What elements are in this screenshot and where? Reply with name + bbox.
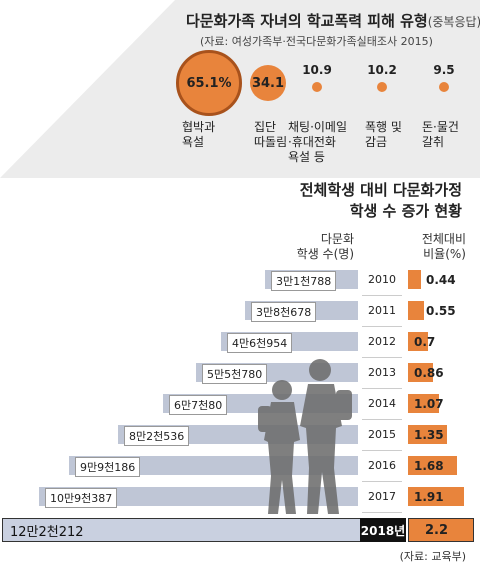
year-separator [362,326,402,327]
bubble-1-value: 65.1% [186,75,232,91]
ratio-2018: 2.2 [408,518,474,542]
ratio-label-2012: 0.7 [414,335,436,349]
ratio-bar-2017 [408,487,464,506]
year-separator [362,419,402,420]
bar-2018 [2,518,362,542]
year-2017: 2017 [368,490,396,503]
bubble-5-label: 돈·물건 갈취 [422,120,459,149]
ratio-label-2013: 0.86 [414,366,444,380]
bar-2018-label: 12만2천212 [10,525,84,540]
students-silhouette-icon [258,359,352,514]
bar-label-2016: 9만9천186 [75,457,141,477]
year-2010: 2010 [368,273,396,286]
top-chart-title: 다문화가족 자녀의 학교폭력 피해 유형(중복응답) [186,12,480,30]
right-column-header: 전체대비 비율(%) [421,232,466,261]
year-separator [362,512,402,513]
bubble-3-value: 10.9 [302,63,332,77]
ratio-label-2010: 0.44 [426,273,456,287]
ratio-bar-2015 [408,425,447,444]
year-separator [362,388,402,389]
bubble-2: 34.1 [250,65,286,101]
ratio-bar-2013 [408,363,433,382]
ratio-bar-2011 [408,301,424,320]
bubble-4-label: 폭행 및 감금 [365,120,402,149]
top-chart-source: (자료: 여성가족부·전국다문화가족실태조사 2015) [200,35,433,48]
bubble-1-label: 협박과 욕설 [182,120,216,149]
bar-label-2017: 10만9천387 [45,488,118,508]
bar-label-2010: 3만1천788 [271,271,337,291]
bubble-5-value: 9.5 [433,63,455,77]
ratio-label-2017: 1.91 [414,490,444,504]
year-2015: 2015 [368,428,396,441]
bubble-2-label: 집단 따돌림 [254,120,288,149]
year-2016: 2016 [368,459,396,472]
bubble-4 [377,82,387,92]
bubble-3 [312,82,322,92]
final-row-2018: 12만2천212 2018년 2.2 [0,518,480,542]
left-column-header: 다문화 학생 수(명) [296,232,354,261]
year-separator [362,450,402,451]
year-separator [362,357,402,358]
bubble-1: 65.1% [176,50,242,116]
ratio-label-2015: 1.35 [414,428,444,442]
diagonal-divider [0,0,480,230]
year-separator [362,481,402,482]
year-separator [362,295,402,296]
ratio-label-2016: 1.68 [414,459,444,473]
bar-label-2015: 8만2천536 [124,426,190,446]
bubble-3-label: 채팅·이메일 ·휴대전화 욕설 등 [288,120,348,164]
ratio-bar-2016 [408,456,457,475]
year-2012: 2012 [368,335,396,348]
bar-label-2014: 6만7천80 [169,395,228,415]
bar-label-2012: 4만6천954 [227,333,293,353]
bubble-2-value: 34.1 [251,75,285,91]
bottom-chart-source: (자료: 교육부) [399,550,466,563]
year-2011: 2011 [368,304,396,317]
bar-label-2011: 3만8천678 [251,302,317,322]
ratio-bar-2014 [408,394,439,413]
year-2014: 2014 [368,397,396,410]
bar-label-2013: 5만5천780 [202,364,268,384]
ratio-label-2011: 0.55 [426,304,456,318]
ratio-bar-2010 [408,270,421,289]
year-2018: 2018년 [360,518,406,542]
ratio-bar-2012 [408,332,428,351]
bubble-4-value: 10.2 [367,63,397,77]
bottom-chart-title: 전체학생 대비 다문화가정 학생 수 증가 현황 [299,181,462,220]
ratio-label-2014: 1.07 [414,397,444,411]
year-2013: 2013 [368,366,396,379]
bubble-5 [439,82,449,92]
